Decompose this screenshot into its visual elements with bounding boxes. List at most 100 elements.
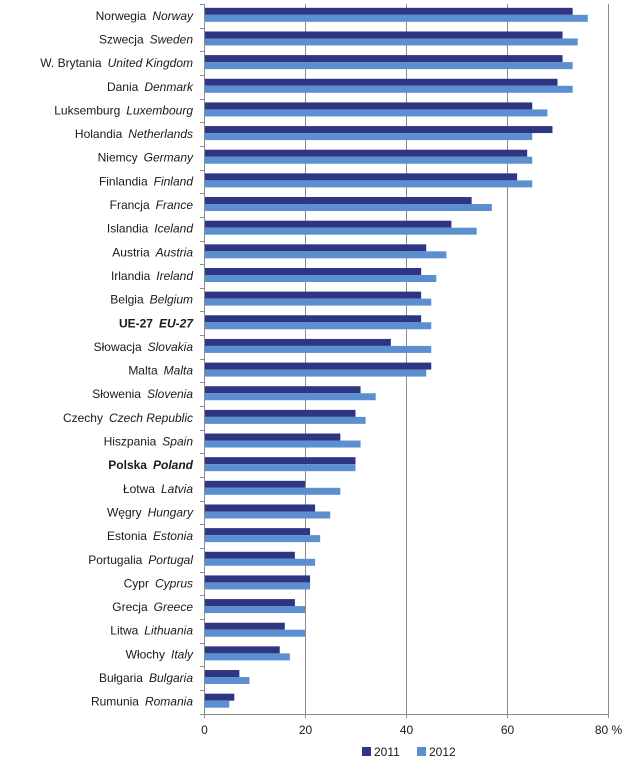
bar-2012-finland: [204, 180, 533, 188]
category-label-pl: Irlandia: [111, 269, 156, 283]
bar-2011-bulgaria: [204, 670, 240, 678]
category-label-ireland: Irlandia Ireland: [111, 269, 193, 283]
bar-2012-latvia: [204, 487, 341, 495]
bar-2012-ireland: [204, 274, 437, 282]
x-tick-label-20: 20: [299, 723, 313, 737]
bar-2011-germany: [204, 149, 528, 157]
y-axis-ticks: [200, 4, 204, 715]
category-label-pl: Polska: [108, 458, 153, 472]
legend-label-2012: 2012: [429, 745, 456, 759]
category-label-en: Cyprus: [155, 576, 193, 590]
category-label-pl: Hiszpania: [104, 435, 163, 449]
bar-2011-slovakia: [204, 338, 391, 346]
bar-2012-spain: [204, 440, 361, 448]
category-label-lithuania: Litwa Lithuania: [110, 624, 193, 638]
bar-2011-united-kingdom: [204, 55, 563, 63]
category-label-bulgaria: Bułgaria Bulgaria: [99, 671, 193, 685]
category-label-en: Romania: [145, 695, 193, 709]
category-label-pl: Litwa: [110, 624, 144, 638]
category-label-en: Denmark: [144, 80, 194, 94]
bar-2012-belgium: [204, 298, 432, 306]
category-label-pl: Cypr: [124, 576, 155, 590]
bar-2012-slovakia: [204, 345, 432, 353]
category-label-en: Bulgaria: [149, 671, 193, 685]
bar-2012-sweden: [204, 38, 578, 46]
bar-2012-italy: [204, 653, 290, 661]
category-label-en: EU-27: [159, 316, 194, 330]
bar-2012-lithuania: [204, 629, 305, 637]
category-label-italy: Włochy Italy: [126, 647, 194, 661]
category-label-en: Sweden: [150, 32, 194, 46]
bar-2012-estonia: [204, 535, 321, 543]
bar-2011-norway: [204, 7, 573, 15]
category-label-denmark: Dania Denmark: [107, 80, 194, 94]
category-label-cyprus: Cypr Cyprus: [124, 576, 193, 590]
category-label-pl: Bułgaria: [99, 671, 149, 685]
bar-2012-germany: [204, 156, 533, 164]
category-label-pl: Niemcy: [98, 151, 144, 165]
category-label-pl: Islandia: [107, 222, 154, 236]
legend-swatch-2012: [417, 747, 426, 756]
bar-2011-spain: [204, 433, 341, 441]
bar-2012-luxembourg: [204, 109, 548, 117]
category-label-france: Francja France: [110, 198, 194, 212]
category-label-pl: Belgia: [110, 293, 149, 307]
category-label-pl: Łotwa: [123, 482, 161, 496]
category-label-pl: Malta: [128, 364, 163, 378]
category-label-en: Hungary: [148, 505, 194, 519]
bar-2011-luxembourg: [204, 102, 533, 110]
category-label-pl: Holandia: [75, 127, 128, 141]
bar-2011-latvia: [204, 480, 305, 488]
category-label-austria: Austria Austria: [112, 245, 193, 259]
bar-2012-cyprus: [204, 582, 311, 590]
category-label-pl: Austria: [112, 245, 155, 259]
category-label-en: Italy: [171, 647, 194, 661]
category-label-iceland: Islandia Iceland: [107, 222, 193, 236]
bar-2011-belgium: [204, 291, 422, 299]
bar-2012-united-kingdom: [204, 62, 573, 70]
category-label-en: Latvia: [161, 482, 193, 496]
category-label-en: Finland: [154, 174, 194, 188]
bars: [204, 7, 588, 708]
bar-2011-netherlands: [204, 126, 553, 134]
category-label-en: United Kingdom: [108, 56, 193, 70]
category-label-en: Norway: [152, 9, 194, 23]
category-label-pl: Luksemburg: [54, 103, 126, 117]
bar-2011-cyprus: [204, 575, 311, 583]
category-label-en: Ireland: [156, 269, 193, 283]
category-label-germany: Niemcy Germany: [98, 151, 194, 165]
category-label-pl: Finlandia: [99, 174, 154, 188]
category-label-en: Iceland: [154, 222, 193, 236]
bar-2012-portugal: [204, 558, 316, 566]
bar-2012-slovenia: [204, 393, 376, 401]
category-label-poland: Polska Poland: [108, 458, 193, 472]
bar-2012-poland: [204, 464, 356, 472]
legend-swatch-2011: [362, 747, 371, 756]
category-label-en: Czech Republic: [109, 411, 193, 425]
category-label-czech-republic: Czechy Czech Republic: [63, 411, 193, 425]
category-label-en: Lithuania: [144, 624, 193, 638]
category-label-en: Slovakia: [148, 340, 194, 354]
category-label-pl: Norwegia: [96, 9, 153, 23]
category-label-pl: Włochy: [126, 647, 171, 661]
bar-2012-romania: [204, 700, 230, 708]
category-label-pl: Węgry: [107, 505, 148, 519]
category-label-luxembourg: Luksemburg Luxembourg: [54, 103, 193, 117]
category-label-en: Spain: [162, 435, 193, 449]
bar-2011-slovenia: [204, 386, 361, 394]
x-tick-label-0: 0: [201, 723, 208, 737]
category-label-en: France: [156, 198, 194, 212]
category-label-en: Malta: [164, 364, 194, 378]
category-label-malta: Malta Malta: [128, 364, 193, 378]
bar-2011-sweden: [204, 31, 563, 39]
bar-2011-poland: [204, 457, 356, 465]
category-label-pl: Słowacja: [94, 340, 148, 354]
category-label-united-kingdom: W. Brytania United Kingdom: [40, 56, 193, 70]
bar-2012-denmark: [204, 85, 573, 93]
bar-2012-netherlands: [204, 133, 533, 141]
category-label-pl: Portugalia: [88, 553, 148, 567]
category-label-norway: Norwegia Norway: [96, 9, 194, 23]
x-tick-label-80: 80 %: [595, 723, 623, 737]
